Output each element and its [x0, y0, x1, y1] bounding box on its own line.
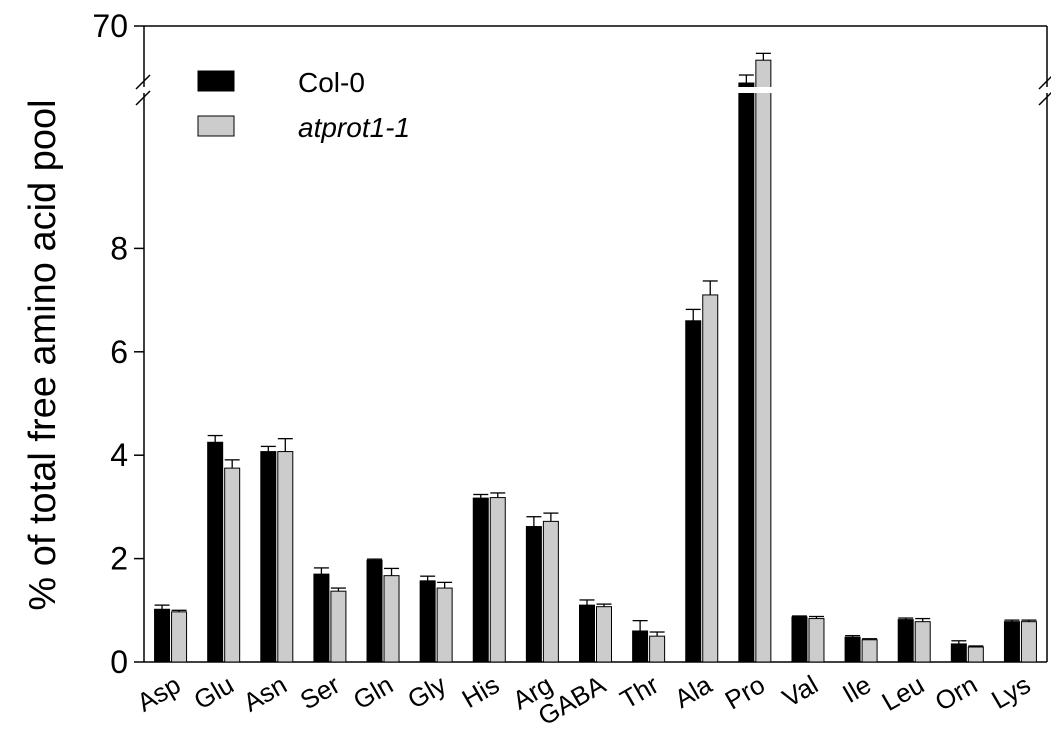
bar-asn-col-0 [260, 451, 277, 663]
bar-leu-col-0 [897, 619, 914, 663]
legend: Col-0 atprot1-1 [197, 67, 410, 143]
legend-swatch-col-0 [197, 70, 235, 92]
y-axis-label: % of total free amino acid pool [22, 99, 64, 610]
bar-ile-atprot1-1 [861, 639, 878, 663]
bar-glu-col-0 [207, 441, 224, 663]
right-axis-gap [1041, 87, 1051, 93]
x-label-his: His [457, 669, 505, 714]
x-label-ile: Ile [837, 669, 876, 709]
legend-label-col-0: Col-0 [298, 67, 365, 98]
x-label-ser: Ser [295, 669, 345, 715]
x-label-lys: Lys [986, 669, 1035, 715]
right-break-slash-upper [1038, 75, 1051, 90]
bar-gaba-col-0 [579, 604, 595, 663]
y-tick-label-0: 0 [110, 644, 128, 680]
bar-asp-col-0 [154, 608, 171, 663]
bar-orn-atprot1-1 [967, 646, 984, 663]
x-label-val: Val [777, 669, 823, 713]
x-label-thr: Thr [615, 669, 664, 715]
legend-swatch-atprot1-1 [197, 115, 235, 137]
x-label-asp: Asp [132, 669, 186, 717]
x-label-gly: Gly [402, 669, 451, 714]
x-label-leu: Leu [877, 669, 930, 717]
left-axis-gap [138, 87, 150, 93]
x-label-gln: Gln [348, 669, 398, 715]
axis-break-gap [146, 87, 1045, 93]
bar-his-atprot1-1 [489, 497, 506, 663]
bar-thr-atprot1-1 [649, 635, 666, 663]
x-label-asn: Asn [238, 669, 292, 717]
x-label-pro: Pro [720, 669, 770, 715]
bar-asn-atprot1-1 [277, 451, 294, 663]
bar-orn-col-0 [950, 643, 967, 663]
y-tick-label-2: 2 [110, 541, 128, 577]
bar-ser-atprot1-1 [330, 590, 347, 663]
y-tick-label-6: 6 [110, 334, 128, 370]
bar-ser-col-0 [313, 573, 330, 663]
bar-pro-atprot1-1 [755, 59, 772, 663]
bar-pro-col-0 [738, 82, 755, 663]
bar-lys-atprot1-1 [1020, 621, 1037, 663]
bar-gly-atprot1-1 [436, 587, 453, 663]
x-label-orn: Orn [930, 669, 983, 717]
bar-his-col-0 [472, 497, 489, 663]
legend-label-atprot1-1: atprot1-1 [298, 112, 410, 143]
y-tick-label-70: 70 [92, 8, 128, 44]
bar-arg-atprot1-1 [542, 520, 559, 663]
bar-thr-col-0 [632, 630, 649, 663]
x-label-ala: Ala [669, 669, 717, 714]
axis-break-marks [135, 74, 1051, 106]
y-axis-ticks: 0 2 4 6 8 70 [92, 8, 144, 680]
left-break-slash-upper [135, 74, 151, 90]
bar-arg-col-0 [525, 526, 542, 663]
bar-gly-col-0 [419, 580, 436, 663]
bar-lys-col-0 [1003, 621, 1020, 663]
bar-gaba-atprot1-1 [596, 606, 612, 663]
left-break-slash-lower [135, 90, 151, 106]
bar-glu-atprot1-1 [224, 467, 241, 663]
error-bars-layer [154, 52, 1037, 648]
bar-ala-atprot1-1 [702, 294, 719, 663]
bar-val-atprot1-1 [808, 618, 825, 663]
bar-gln-col-0 [366, 559, 383, 663]
bar-asp-atprot1-1 [171, 611, 188, 663]
bars-layer [154, 59, 1037, 663]
y-tick-label-4: 4 [110, 437, 128, 473]
bar-ile-col-0 [844, 636, 861, 663]
plot-frame [143, 25, 1048, 663]
bar-gln-atprot1-1 [383, 575, 400, 663]
y-tick-label-8: 8 [110, 230, 128, 266]
bar-val-col-0 [791, 616, 808, 663]
bar-leu-atprot1-1 [914, 621, 931, 663]
bar-ala-col-0 [685, 320, 702, 663]
right-break-slash-lower [1038, 91, 1051, 106]
x-label-glu: Glu [189, 669, 239, 715]
